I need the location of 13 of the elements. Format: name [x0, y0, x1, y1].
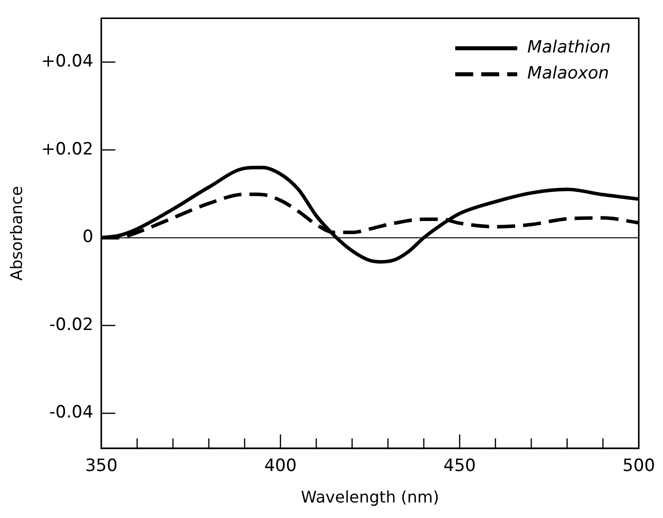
y-tick-label: -0.02 [49, 314, 94, 335]
legend-label: Malaoxon [527, 64, 610, 84]
x-tick-label: 450 [443, 456, 476, 476]
x-tick-label: 400 [264, 456, 297, 476]
x-tick-label: 350 [85, 456, 118, 476]
y-tick-label: 0 [82, 227, 94, 248]
y-axis-title: Absorbance [6, 186, 26, 281]
y-tick-label: +0.04 [41, 52, 94, 72]
y-tick-label: +0.02 [41, 139, 94, 160]
x-axis-title: Wavelength (nm) [300, 488, 440, 507]
y-tick-label: -0.04 [49, 402, 94, 423]
x-tick-label: 500 [622, 456, 656, 476]
legend-label: Malathion [527, 38, 611, 58]
